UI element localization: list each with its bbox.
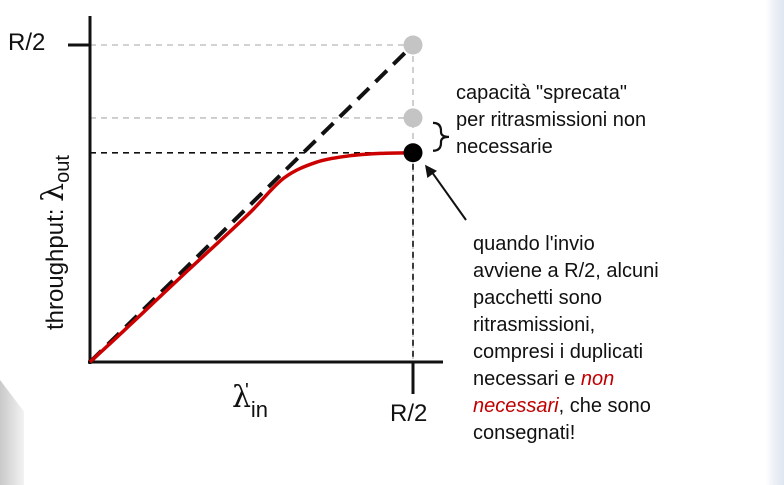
series (88, 43, 415, 364)
series-line-dashed (88, 43, 415, 364)
retransmission-note: quando l'invio avviene a R/2, alcuni pac… (473, 231, 763, 447)
x-axis-label-symbol: λ (232, 380, 252, 415)
x-axis-label-prime: ' (245, 380, 249, 402)
note-line-5: compresi i duplicati (473, 341, 644, 363)
note-line-3: pacchetti sono (473, 287, 602, 309)
note-line-1: quando l'invio (473, 233, 595, 255)
note-emphasis-2: necessari (473, 395, 559, 417)
note-line-2: avviene a R/2, alcuni (473, 260, 659, 282)
note-arrow-head (425, 164, 437, 178)
x-axis-label-subscript: in (250, 397, 268, 422)
y-axis-label: throughput: λout (36, 155, 74, 330)
note-line-7: necessari, che sono (473, 393, 763, 420)
guide-lines (90, 44, 414, 362)
series-line-solid (88, 151, 414, 364)
note-line-6-prefix: necessari e (473, 368, 581, 390)
y-tick-label: R/2 (8, 29, 46, 56)
y-axis-label-symbol: λ (36, 182, 71, 202)
note-arrow-line (430, 170, 467, 221)
note-line-7-suffix: , che sono (558, 395, 651, 417)
data-point-0 (403, 35, 423, 55)
axes (68, 16, 443, 394)
data-point-2 (403, 143, 423, 163)
wasted-line-3: necessarie (456, 136, 553, 158)
x-axis-label: λ'in (232, 380, 268, 422)
annotation-marks (425, 121, 467, 221)
note-emphasis-1: non (580, 368, 615, 390)
y-axis-label-text: throughput: (42, 201, 69, 330)
wasted-capacity-annotation: capacità "sprecata" per ritrasmissioni n… (456, 80, 756, 161)
note-line-8: consegnati! (473, 422, 576, 444)
y-axis-label-subscript: out (52, 155, 74, 183)
x-tick-label: R/2 (390, 400, 428, 427)
points (403, 35, 423, 163)
wasted-line-1: capacità "sprecata" (456, 82, 627, 104)
note-line-4: ritrasmissioni, (473, 314, 596, 336)
data-point-1 (403, 108, 423, 128)
note-line-6: necessari e non (473, 366, 763, 393)
wasted-capacity-bracket (432, 121, 450, 152)
wasted-line-2: per ritrasmissioni non (456, 109, 647, 131)
